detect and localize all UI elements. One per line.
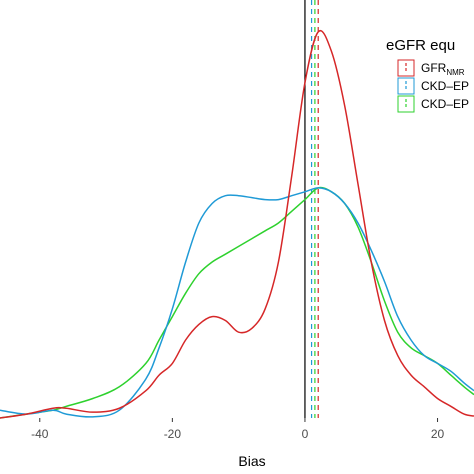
legend: eGFR equ GFRNMR CKD–EP CKD–EP	[380, 28, 474, 116]
x-tick-label: 20	[431, 427, 445, 441]
x-tick-label: 0	[302, 427, 309, 441]
x-tick-label: -20	[164, 427, 182, 441]
legend-background	[380, 28, 474, 116]
x-tick-label: -40	[31, 427, 49, 441]
density-curve-1	[0, 29, 474, 419]
legend-title: eGFR equ	[386, 37, 455, 54]
x-axis-title: Bias	[238, 453, 265, 469]
density-curve-2	[0, 187, 474, 418]
density-curve-3	[0, 186, 474, 419]
legend-label-1: GFRNMR	[421, 61, 465, 77]
legend-label-3: CKD–EP	[421, 97, 469, 111]
legend-label-2: CKD–EP	[421, 79, 469, 93]
